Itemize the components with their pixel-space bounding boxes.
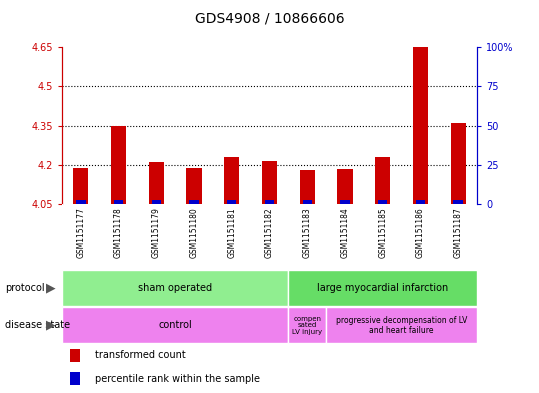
Bar [70,372,80,386]
Text: large myocardial infarction: large myocardial infarction [317,283,448,293]
Bar [62,307,288,343]
Bar [62,270,288,306]
Text: GSM1151177: GSM1151177 [77,208,85,259]
Bar [288,270,477,306]
Bar [302,200,312,204]
Bar [416,200,425,204]
Bar [262,161,277,204]
Bar [76,200,86,204]
Text: transformed count: transformed count [95,350,186,360]
Bar [378,200,388,204]
Text: compen
sated
LV injury: compen sated LV injury [292,316,322,335]
Text: GSM1151184: GSM1151184 [341,208,349,258]
Bar [73,168,88,204]
Text: progressive decompensation of LV
and heart failure: progressive decompensation of LV and hea… [336,316,467,335]
Bar [114,200,123,204]
Text: ▶: ▶ [46,319,56,332]
Bar [149,162,164,204]
Text: disease state: disease state [5,320,71,330]
Text: GSM1151187: GSM1151187 [454,208,462,258]
Bar [70,349,80,362]
Text: GSM1151178: GSM1151178 [114,208,123,258]
Text: percentile rank within the sample: percentile rank within the sample [95,374,260,384]
Text: GSM1151181: GSM1151181 [227,208,236,258]
Bar [375,157,390,204]
Bar [265,200,274,204]
Bar [340,200,350,204]
Bar [111,126,126,204]
Bar [413,47,428,204]
Bar [186,168,202,204]
Bar [337,169,353,204]
Text: protocol: protocol [5,283,45,293]
Text: GSM1151182: GSM1151182 [265,208,274,258]
Bar [189,200,199,204]
Text: GSM1151185: GSM1151185 [378,208,387,258]
Text: GDS4908 / 10866606: GDS4908 / 10866606 [195,12,344,26]
Text: GSM1151183: GSM1151183 [303,208,312,258]
Text: ▶: ▶ [46,281,56,294]
Text: GSM1151179: GSM1151179 [152,208,161,259]
Bar [288,307,326,343]
Text: sham operated: sham operated [138,283,212,293]
Bar [151,200,161,204]
Bar [227,200,237,204]
Text: GSM1151186: GSM1151186 [416,208,425,258]
Bar [300,170,315,204]
Text: control: control [158,320,192,330]
Bar [326,307,477,343]
Bar [451,123,466,204]
Bar [224,157,239,204]
Bar [453,200,463,204]
Text: GSM1151180: GSM1151180 [190,208,198,258]
